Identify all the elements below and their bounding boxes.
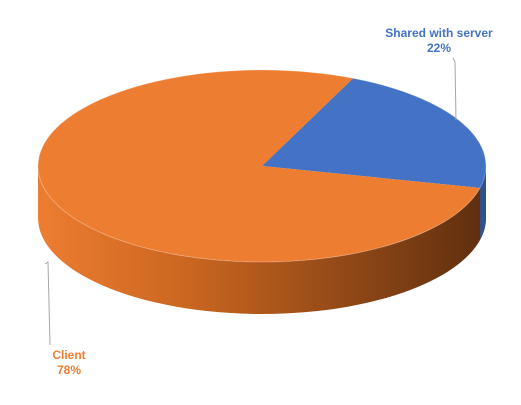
leader-line-shared-with-server bbox=[452, 57, 457, 121]
data-label-shared-with-server-percent: 22% bbox=[427, 41, 451, 55]
pie-rim bbox=[37, 69, 487, 263]
leader-lines bbox=[44, 57, 457, 346]
pie-side-client bbox=[38, 166, 486, 314]
pie-slice-client bbox=[38, 70, 481, 262]
pie-top-face bbox=[37, 69, 487, 263]
data-label-client-percent: 78% bbox=[57, 363, 81, 377]
data-label-client-name: Client bbox=[52, 348, 85, 362]
data-label-shared-with-server-name: Shared with server bbox=[385, 26, 493, 40]
leader-line-client bbox=[44, 261, 51, 346]
pie-slice-shared-with-server bbox=[262, 78, 486, 188]
pie-side-wall bbox=[38, 166, 486, 314]
data-labels: Shared with server 22% Client 78% bbox=[52, 26, 493, 377]
pie-side-shared-with-server bbox=[480, 166, 486, 240]
